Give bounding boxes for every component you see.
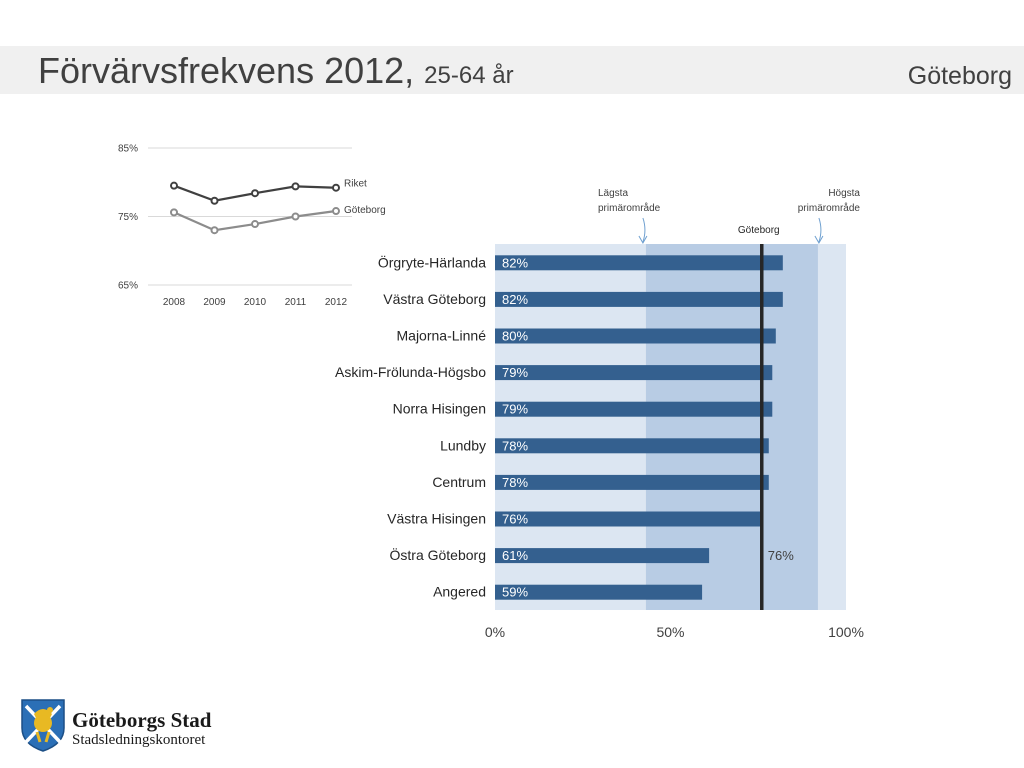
highest-area-label-line1: Högsta [828,188,860,199]
x-tick-label: 0% [485,624,505,640]
bar-value-label: 79% [502,365,528,380]
data-point [210,226,219,235]
page-title: Förvärvsfrekvens 2012, 25-64 år [38,50,514,92]
y-tick-label: 75% [118,212,138,223]
bar-value-label: 76% [502,512,528,527]
data-point [251,189,259,198]
category-label: Lundby [440,437,486,453]
reference-value-label: 76% [768,548,794,563]
category-label: Västra Hisingen [387,511,486,527]
city-logo: Göteborgs Stad Stadsledningskontoret [20,698,250,754]
x-tick-label: 50% [656,624,684,640]
bar-value-label: 82% [502,255,528,270]
x-tick-label: 2010 [244,297,267,308]
category-label: Norra Hisingen [393,401,486,417]
bar [495,255,783,271]
data-point [170,181,178,190]
lowest-area-label-line2: primärområde [598,202,661,214]
x-tick-label: 2012 [325,297,348,308]
lowest-area-arrow [642,217,646,243]
title-subtitle: 25-64 år [424,62,514,89]
highest-area-label-line2: primärområde [798,202,861,214]
bar [495,511,762,527]
bar-value-label: 59% [502,585,528,600]
bar-value-label: 79% [502,402,528,417]
data-point [210,196,219,205]
bar-value-label: 80% [502,329,528,344]
x-tick-label: 2008 [163,297,186,308]
category-label: Centrum [432,474,486,490]
bar [495,438,769,454]
series-label: Göteborg [344,205,386,216]
title-bar [0,46,1024,94]
y-tick-label: 85% [118,144,138,155]
bar [495,548,710,564]
data-point [291,182,300,191]
category-label: Östra Göteborg [390,546,487,563]
bar-value-label: 78% [502,438,528,453]
bar [495,365,773,381]
title-text: Förvärvsfrekvens 2012, [38,50,415,91]
x-tick-label: 2009 [203,297,226,308]
data-point [170,208,178,217]
y-tick-label: 65% [118,281,138,292]
bar-value-label: 82% [502,292,528,307]
category-label: Askim-Frölunda-Högsbo [335,364,486,380]
data-point [332,183,340,192]
coat-of-arms-icon [21,699,65,752]
district-bar-chart: 82% Örgryte-Härlanda 82% Västra Göteborg 80%… [335,188,864,640]
lowest-area-label-line1: Lägsta [598,188,628,199]
category-label: Västra Göteborg [383,291,486,307]
data-point [251,220,259,229]
category-label: Örgryte-Härlanda [378,253,486,270]
series-label: Riket [344,179,367,190]
bar [495,291,783,307]
logo-department: Stadsledningskontoret [72,732,206,748]
data-point [291,212,300,221]
x-tick-label: 100% [828,624,864,640]
category-label: Majorna-Linné [397,328,487,344]
lowest-area-arrowhead [638,235,648,245]
bar-value-label: 78% [502,475,528,490]
reference-label: Göteborg [738,225,780,236]
bar [495,401,773,417]
bar-value-label: 61% [502,548,528,563]
bar [495,584,703,600]
trend-line-chart: 65% 75% 85% 2008 2009 2010 2011 2012 Riket Götebo… [118,144,386,309]
city-label: Göteborg [907,62,1012,90]
x-tick-label: 2011 [285,297,307,308]
bar [495,474,769,490]
category-label: Angered [433,584,486,600]
bar [495,328,776,344]
data-point [332,207,340,216]
highest-area-arrowhead [814,235,824,245]
highest-area-arrow [818,217,822,243]
logo-name: Göteborgs Stad [72,708,212,732]
